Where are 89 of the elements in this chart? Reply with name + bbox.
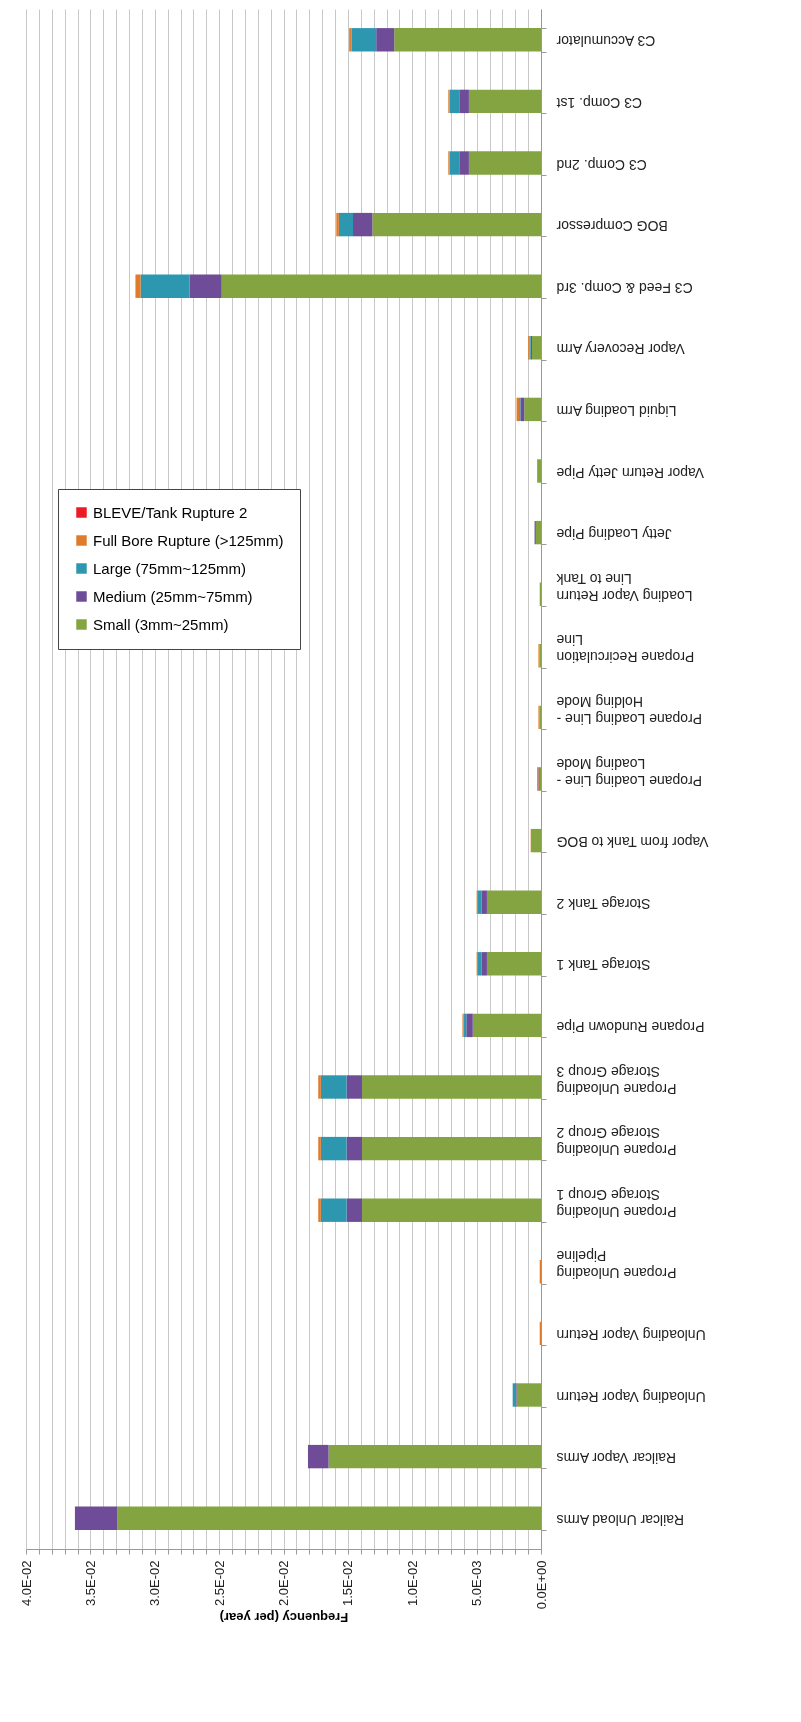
bar <box>318 1136 321 1161</box>
bar <box>346 1075 363 1099</box>
bar <box>477 890 482 914</box>
bar <box>372 212 541 237</box>
y-tick-label: Loading Vapor Return Line to Tank <box>555 570 693 604</box>
y-tick-label: Vapor from Tank to BOG <box>556 834 709 851</box>
bar <box>531 336 541 360</box>
bar <box>346 1198 363 1222</box>
x-tick-label: 1.0E-02 <box>404 1560 420 1607</box>
bar <box>486 952 541 976</box>
y-tick-label: C3 Feed & Comp. 3rd <box>556 279 693 296</box>
bar <box>189 274 222 298</box>
x-tick-label: 0.0E+00 <box>533 1560 549 1610</box>
bar <box>520 397 525 422</box>
bar <box>535 520 541 545</box>
bar <box>221 274 541 298</box>
bar <box>477 952 482 976</box>
y-tick-label: Storage Tank 2 <box>556 895 651 912</box>
legend-label: Full Bore Rupture (>125mm) <box>93 531 284 549</box>
bar <box>468 151 541 175</box>
bar <box>524 397 541 422</box>
y-tick-label: Vapor Recovery Arm <box>556 341 685 358</box>
y-tick-label: C3 Accumulator <box>556 33 656 50</box>
legend-label: BLEVE/Tank Rupture 2 <box>93 503 248 521</box>
legend-label: Large (75mm~125mm) <box>93 559 246 577</box>
bar <box>320 1198 347 1222</box>
bar <box>328 1444 541 1469</box>
x-tick-label: 3.0E-02 <box>147 1560 163 1607</box>
bar <box>318 1198 321 1222</box>
y-tick-label: Propane Unloading Pipeline <box>556 1248 677 1282</box>
x-tick-label: 1.5E-02 <box>340 1560 356 1607</box>
y-tick-label: Vapor Return Jetty Pipe <box>556 464 705 481</box>
bar <box>74 1506 118 1530</box>
y-tick-label: Propane Unloading Storage Group 3 <box>556 1063 677 1097</box>
bar <box>362 1136 541 1161</box>
bar <box>531 828 541 853</box>
y-tick-label: Jetty Loading Pipe <box>556 526 672 543</box>
y-tick-label: Propane Unloading Storage Group 1 <box>556 1186 677 1220</box>
bar <box>307 1444 329 1469</box>
bar <box>481 952 487 976</box>
bar <box>117 1506 541 1530</box>
bar <box>449 151 460 175</box>
bar <box>468 89 541 114</box>
bar <box>318 1075 321 1099</box>
bar <box>449 89 460 114</box>
y-tick-label: Propane Loading Line - Holding Mode <box>556 693 703 727</box>
bar <box>376 28 395 52</box>
legend-label: Medium (25mm~75mm) <box>93 587 253 605</box>
y-tick-label: Railcar Vapor Arms <box>556 1450 677 1467</box>
bar <box>135 274 141 298</box>
x-tick-label: 5.0E-03 <box>469 1560 485 1607</box>
bar <box>516 1383 541 1407</box>
bar <box>351 28 377 52</box>
bar <box>394 28 541 52</box>
x-axis-title: Frequency (per year) <box>219 1610 349 1626</box>
bar <box>353 212 373 237</box>
y-tick-label: Propane Rundown Pipe <box>556 1018 705 1035</box>
y-tick-label: Storage Tank 1 <box>556 957 651 974</box>
bar <box>459 151 469 175</box>
bar <box>362 1075 541 1099</box>
y-tick-label: Propane Loading Line - Loading Mode <box>556 755 703 789</box>
bar <box>346 1136 363 1161</box>
y-tick-label: C3 Comp. 1st <box>556 94 643 111</box>
bar <box>362 1198 541 1222</box>
bar <box>338 212 354 237</box>
legend-label: Small (3mm~25mm) <box>93 615 229 633</box>
bar <box>537 459 541 483</box>
x-tick-label: 2.0E-02 <box>276 1560 291 1607</box>
y-tick-label: Propane Unloading Storage Group 2 <box>556 1125 677 1159</box>
x-tick-label: 3.5E-02 <box>82 1560 98 1607</box>
y-tick-label: Unloading Vapor Return <box>556 1326 706 1343</box>
bar <box>140 274 190 298</box>
bar <box>320 1075 347 1099</box>
x-tick-label: 4.0E-02 <box>18 1560 34 1607</box>
bar <box>466 1013 473 1038</box>
y-tick-label: Railcar Unload Arms <box>556 1511 685 1528</box>
y-tick-label: Liquid Loading Arm <box>556 402 677 419</box>
y-tick-label: BOG Compressor <box>556 218 668 235</box>
bar <box>320 1136 347 1161</box>
y-tick-label: Unloading Vapor Return <box>556 1388 706 1405</box>
bar <box>481 890 487 914</box>
bar <box>349 28 352 52</box>
bar <box>336 212 339 237</box>
y-tick-label: C3 Comp. 2nd <box>556 156 647 173</box>
y-tick-label: Propane Recirculation Line <box>556 632 695 666</box>
bar <box>472 1013 541 1038</box>
bar <box>459 89 469 114</box>
x-tick-label: 2.5E-02 <box>211 1560 227 1607</box>
bar <box>486 890 541 914</box>
